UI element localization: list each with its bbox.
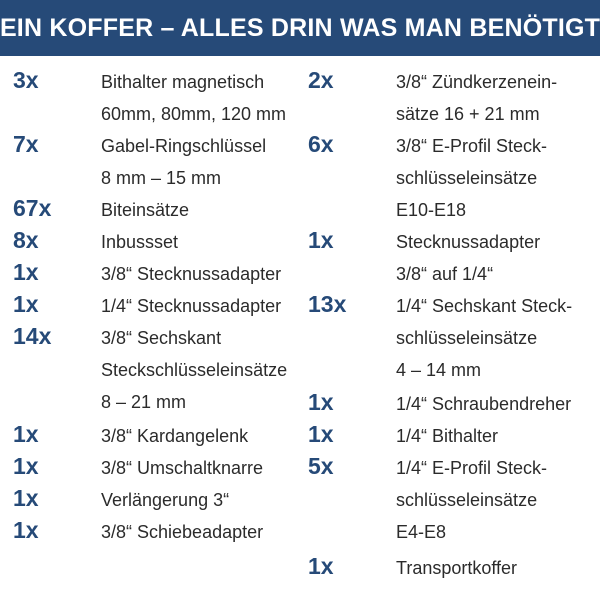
left-item-description: 3/8“ Kardangelenk — [101, 426, 249, 446]
right-item-quantity: 13x — [308, 291, 347, 317]
left-item-quantity: 3x — [13, 67, 39, 93]
right-item-description: 1/4“ Schraubendreher — [396, 394, 572, 414]
left-item-description: 3/8“ Umschaltknarre — [101, 458, 264, 478]
right-item-quantity: 1x — [308, 553, 334, 579]
header-banner: EIN KOFFER – ALLES DRIN WAS MAN BENÖTIGT — [0, 0, 600, 56]
right-item-quantity: 6x — [308, 131, 334, 157]
right-item-quantity: 1x — [308, 389, 334, 415]
left-item-description: 3/8“ Stecknussadapter — [101, 264, 282, 284]
left-item-description: 3/8“ Sechskant Steckschlüsseleinsätze 8 … — [101, 328, 288, 412]
left-item-quantity: 7x — [13, 131, 39, 157]
right-item-quantity: 1x — [308, 227, 334, 253]
left-item-description: 3/8“ Schiebeadapter — [101, 522, 264, 542]
left-item-quantity: 1x — [13, 453, 39, 479]
right-item-description: Stecknussadapter 3/8“ auf 1/4“ — [396, 232, 541, 284]
page-title: EIN KOFFER – ALLES DRIN WAS MAN BENÖTIGT — [0, 13, 600, 42]
left-item-description: Biteinsätze — [101, 200, 190, 220]
left-item-quantity: 1x — [13, 259, 39, 285]
left-item-description: 1/4“ Stecknussadapter — [101, 296, 282, 316]
right-item-description: 1/4“ Bithalter — [396, 426, 499, 446]
right-item-description: 3/8“ E-Profil Steck- schlüsseleinsätze E… — [396, 136, 548, 220]
right-item-description: 1/4“ E-Profil Steck- schlüsseleinsätze E… — [396, 458, 548, 542]
left-item-description: Verlängerung 3“ — [101, 490, 230, 510]
left-item-description: Bithalter magnetisch 60mm, 80mm, 120 mm — [101, 72, 287, 124]
left-item-quantity: 8x — [13, 227, 39, 253]
left-item-quantity: 1x — [13, 485, 39, 511]
left-item-quantity: 1x — [13, 421, 39, 447]
right-item-quantity: 5x — [308, 453, 334, 479]
right-item-description: Transportkoffer — [396, 558, 518, 578]
left-item-quantity: 1x — [13, 517, 39, 543]
left-item-quantity: 14x — [13, 323, 52, 349]
right-item-quantity: 2x — [308, 67, 334, 93]
left-item-quantity: 67x — [13, 195, 52, 221]
left-item-quantity: 1x — [13, 291, 39, 317]
right-item-quantity: 1x — [308, 421, 334, 447]
right-item-description: 1/4“ Sechskant Steck- schlüsseleinsätze … — [396, 296, 573, 380]
left-item-description: Inbussset — [101, 232, 179, 252]
left-item-description: Gabel-Ringschlüssel 8 mm – 15 mm — [101, 136, 267, 188]
right-item-description: 3/8“ Zündkerzenein- sätze 16 + 21 mm — [396, 72, 558, 124]
